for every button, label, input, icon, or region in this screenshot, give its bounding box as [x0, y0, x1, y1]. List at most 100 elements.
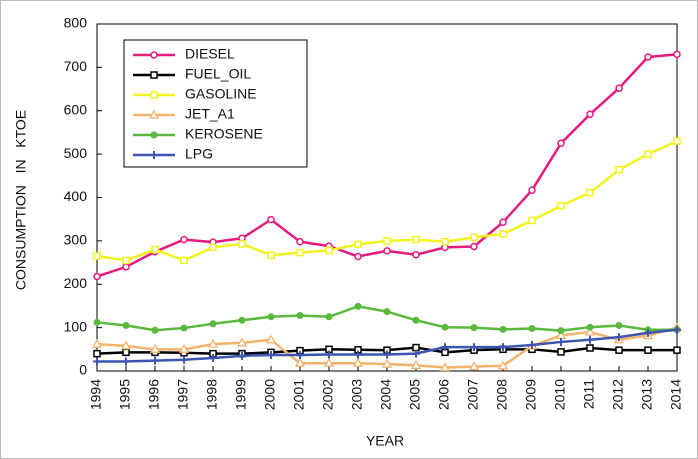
data-point	[209, 353, 217, 362]
data-point	[557, 327, 565, 335]
data-point	[412, 251, 420, 259]
y-tick-label: 300	[64, 232, 88, 248]
data-point	[383, 247, 391, 255]
data-point	[673, 346, 681, 354]
data-point	[122, 256, 130, 265]
data-point	[296, 311, 304, 319]
data-point	[178, 344, 190, 353]
legend-label: KEROSENE	[185, 126, 263, 142]
data-point	[91, 338, 103, 348]
data-point	[354, 240, 362, 249]
data-point	[528, 340, 536, 349]
legend-marker	[150, 151, 158, 159]
data-point	[470, 343, 478, 352]
x-tick-label: 2002	[320, 379, 336, 410]
data-point	[267, 350, 275, 359]
data-point	[383, 237, 391, 245]
data-point	[383, 350, 391, 359]
data-point	[470, 233, 478, 242]
data-point	[238, 316, 246, 324]
data-point	[586, 335, 594, 344]
data-point	[209, 243, 217, 252]
data-point	[439, 362, 451, 372]
y-tick-label: 600	[64, 101, 88, 117]
y-tick-label: 800	[64, 15, 88, 31]
x-tick-label: 2006	[436, 379, 452, 410]
y-tick-label: 200	[64, 275, 88, 291]
data-point	[673, 137, 681, 145]
legend-label: JET_A1	[185, 106, 235, 122]
x-tick-label: 2007	[465, 379, 481, 410]
data-point	[470, 242, 478, 251]
data-point	[497, 360, 509, 370]
y-tick-label: 0	[79, 362, 87, 378]
data-point	[180, 256, 188, 265]
data-point	[180, 235, 188, 244]
legend-box	[123, 39, 308, 168]
data-point	[644, 150, 652, 158]
legend-marker	[150, 51, 158, 59]
data-point	[323, 357, 335, 367]
data-point	[93, 318, 101, 326]
legend-label: LPG	[185, 146, 213, 162]
data-point	[412, 349, 420, 358]
y-tick-label: 700	[64, 58, 88, 74]
data-point	[528, 324, 536, 332]
data-point	[151, 356, 159, 365]
data-point	[296, 237, 304, 246]
y-axis-title: CONSUMPTION IN KTOE	[13, 110, 29, 290]
data-point	[209, 320, 217, 328]
x-tick-label: 1998	[204, 379, 220, 410]
data-point	[325, 313, 333, 321]
data-point	[296, 248, 304, 257]
data-point	[644, 346, 652, 354]
data-point	[441, 323, 449, 331]
legend-label: DIESEL	[185, 46, 235, 62]
x-tick-label: 1999	[233, 379, 249, 410]
y-tick-label: 400	[64, 188, 88, 204]
x-tick-label: 2000	[262, 379, 278, 410]
data-point	[557, 139, 565, 148]
data-point	[236, 337, 248, 347]
data-point	[265, 334, 277, 344]
data-point	[267, 251, 275, 259]
data-point	[615, 346, 623, 354]
data-point	[325, 350, 333, 359]
data-point	[151, 326, 159, 334]
x-tick-label: 1996	[146, 379, 162, 410]
data-point	[499, 218, 507, 226]
data-point	[644, 328, 652, 337]
data-point	[238, 351, 246, 360]
data-point	[584, 326, 596, 336]
data-point	[557, 348, 565, 356]
data-point	[470, 324, 478, 332]
legend-marker	[148, 109, 160, 119]
x-axis-title: YEAR	[366, 433, 404, 449]
x-tick-label: 2001	[291, 379, 307, 410]
data-point	[615, 333, 623, 342]
data-point	[354, 350, 362, 359]
data-point	[122, 357, 130, 366]
x-tick-label: 2010	[552, 379, 568, 410]
data-point	[410, 360, 422, 370]
x-tick-label: 2009	[523, 379, 539, 410]
data-point	[412, 235, 420, 244]
data-point	[352, 357, 364, 367]
data-point	[499, 325, 507, 333]
data-point	[93, 252, 101, 260]
data-point	[528, 186, 536, 194]
y-tick-label: 100	[64, 318, 88, 334]
x-tick-label: 2008	[494, 379, 510, 410]
data-point	[586, 344, 594, 352]
x-tick-label: 1997	[175, 379, 191, 410]
data-point	[267, 313, 275, 321]
data-point	[673, 325, 681, 334]
x-tick-label: 2014	[668, 379, 684, 410]
data-point	[325, 246, 333, 255]
data-point	[180, 355, 188, 364]
data-point	[499, 343, 507, 352]
data-point	[122, 263, 130, 271]
data-point	[383, 308, 391, 316]
